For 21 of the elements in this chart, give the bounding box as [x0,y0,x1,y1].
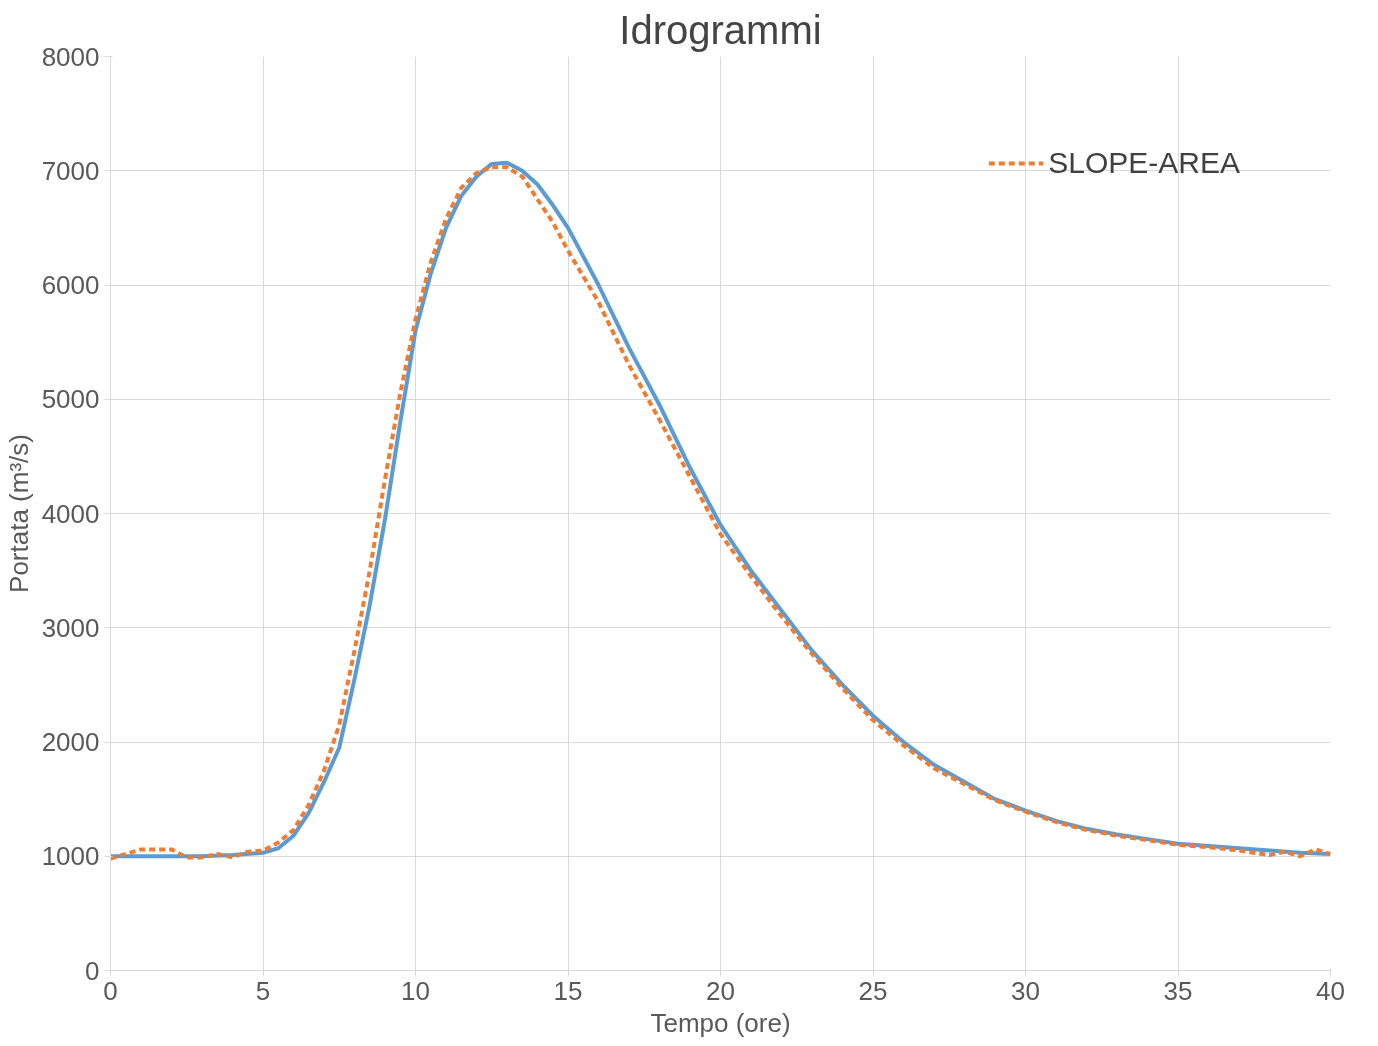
x-axis-title: Tempo (ore) [650,1007,791,1038]
legend-label: SLOPE-AREA [1048,146,1240,180]
x-tick-label: 25 [858,975,888,1006]
chart-title: Idrogrammi [619,7,822,52]
y-tick-label: 6000 [41,270,100,300]
y-tick-label: 7000 [41,155,100,186]
y-tick-label: 5000 [41,384,100,415]
y-tick-label: 1000 [41,841,100,872]
y-tick-label: 0 [85,955,100,986]
x-tick-label: 10 [401,975,430,1006]
x-tick-label: 20 [706,975,735,1006]
y-tick-label: 2000 [41,727,100,757]
x-tick-label: 5 [255,975,271,1006]
x-tick-label: 30 [1011,975,1040,1006]
y-axis-title: Portata (m³/s) [3,434,34,593]
y-tick-label: 4000 [41,498,100,529]
x-tick-label: 40 [1316,975,1345,1006]
x-tick-label: 35 [1163,975,1193,1006]
y-tick-label: 3000 [41,612,100,643]
x-tick-label: 15 [553,975,583,1006]
y-tick-label: 8000 [41,41,100,72]
